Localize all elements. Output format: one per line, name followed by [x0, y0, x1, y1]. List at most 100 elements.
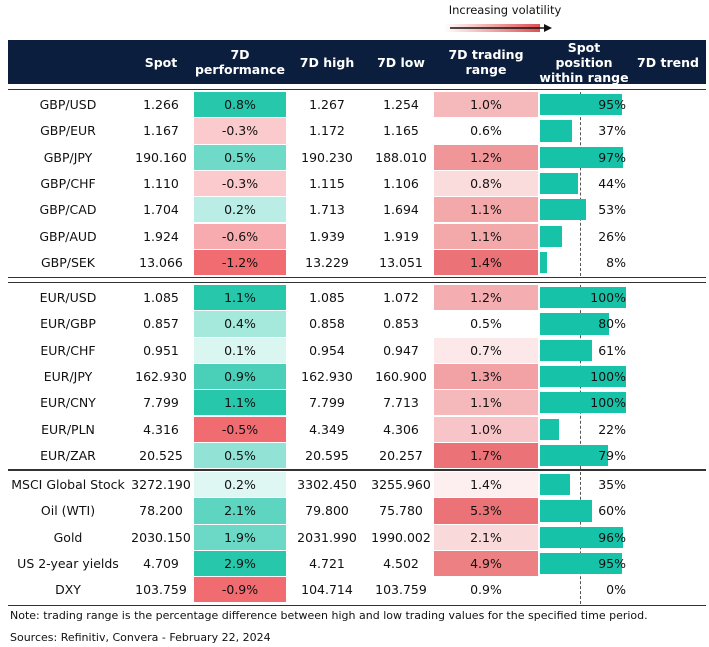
note: Note: trading range is the percentage di…: [10, 609, 648, 622]
range-cell: 0.5%: [470, 316, 502, 332]
position-label: 100%: [590, 290, 626, 306]
spot: 103.759: [135, 582, 187, 598]
high: 1.085: [309, 290, 345, 306]
spot: 1.924: [143, 228, 179, 244]
spot: 1.704: [143, 202, 179, 218]
high: 7.799: [309, 395, 345, 411]
column-header: 7D low: [377, 54, 425, 70]
low: 0.947: [383, 342, 419, 358]
row-name: GBP/USD: [39, 97, 97, 113]
high: 2031.990: [297, 529, 357, 545]
range-divider: [580, 92, 581, 277]
group-rule: [8, 282, 706, 283]
position-label: 26%: [598, 228, 626, 244]
spot: 2030.150: [131, 529, 191, 545]
performance-cell: 0.8%: [194, 92, 286, 118]
low: 1.254: [383, 97, 419, 113]
spot: 190.160: [135, 149, 187, 165]
position-label: 44%: [598, 176, 626, 192]
header-bar: [8, 40, 706, 84]
position-label: 22%: [598, 421, 626, 437]
range-cell: 1.4%: [434, 472, 538, 498]
position-bar: [540, 500, 592, 522]
row-name: Oil (WTI): [40, 503, 96, 519]
position-label: 95%: [598, 97, 626, 113]
performance-cell: 0.5%: [194, 442, 286, 469]
spot: 7.799: [143, 395, 179, 411]
note: Sources: Refinitiv, Convera - February 2…: [10, 631, 271, 644]
high: 79.800: [305, 503, 349, 519]
position-label: 79%: [598, 447, 626, 463]
low: 75.780: [379, 503, 423, 519]
spot: 1.085: [143, 290, 179, 306]
position-label: 35%: [598, 477, 626, 493]
position-label: 53%: [598, 202, 626, 218]
performance-cell: 2.9%: [194, 550, 286, 577]
position-bar: [540, 120, 572, 142]
range-cell: 1.4%: [434, 249, 538, 276]
range-cell: 1.1%: [434, 390, 538, 416]
performance-cell: -1.2%: [194, 249, 286, 276]
high: 104.714: [301, 582, 353, 598]
position-label: 0%: [606, 582, 626, 598]
high: 20.595: [305, 447, 349, 463]
spot: 1.110: [143, 176, 179, 192]
performance-cell: -0.3%: [194, 118, 286, 144]
column-header: 7D high: [299, 54, 355, 70]
performance-cell: -0.6%: [194, 223, 286, 249]
performance-cell: 2.1%: [194, 498, 286, 524]
low: 1.106: [383, 176, 419, 192]
performance-cell: 1.9%: [194, 524, 286, 550]
range-cell: 1.0%: [434, 92, 538, 118]
performance-cell: -0.3%: [194, 170, 286, 197]
column-header: 7D performance: [194, 47, 286, 77]
high: 162.930: [301, 369, 353, 385]
range-cell: 4.9%: [434, 550, 538, 577]
row-name: EUR/CHF: [40, 342, 96, 358]
spot: 4.316: [143, 421, 179, 437]
high: 13.229: [305, 254, 349, 270]
performance-cell: 0.5%: [194, 144, 286, 170]
low: 1.165: [383, 123, 419, 139]
low: 13.051: [379, 254, 423, 270]
row-name: EUR/PLN: [41, 421, 95, 437]
range-cell: 5.3%: [434, 498, 538, 524]
column-header: 7D trading range: [448, 47, 524, 77]
spot: 20.525: [139, 447, 183, 463]
position-bar: [540, 225, 563, 247]
position-bar: [540, 552, 622, 575]
performance-cell: 0.2%: [194, 472, 286, 498]
row-name: EUR/JPY: [43, 369, 93, 385]
low: 1.072: [383, 290, 419, 306]
position-bar: [540, 526, 623, 548]
performance-cell: 0.1%: [194, 337, 286, 363]
performance-cell: -0.9%: [194, 577, 286, 603]
column-header: Spot position within range: [539, 39, 629, 85]
high: 1.172: [309, 123, 345, 139]
position-label: 8%: [606, 254, 626, 270]
range-cell: 1.3%: [434, 363, 538, 390]
range-cell: 0.6%: [470, 123, 502, 139]
performance-cell: 0.4%: [194, 311, 286, 337]
low: 188.010: [375, 149, 427, 165]
low: 0.853: [383, 316, 419, 332]
high: 4.721: [309, 556, 345, 572]
high: 3302.450: [297, 477, 357, 493]
range-cell: 1.2%: [434, 285, 538, 311]
position-bar: [540, 313, 609, 335]
row-name: GBP/AUD: [39, 228, 97, 244]
high: 4.349: [309, 421, 345, 437]
column-header: Spot: [144, 54, 178, 70]
position-label: 100%: [590, 369, 626, 385]
performance-cell: 0.2%: [194, 197, 286, 223]
spot: 0.951: [143, 342, 179, 358]
legend-arrow: [444, 24, 552, 32]
high: 0.954: [309, 342, 345, 358]
position-bar: [540, 146, 624, 168]
group-rule: [8, 469, 706, 470]
spot: 0.857: [143, 316, 179, 332]
range-cell: 1.7%: [434, 442, 538, 469]
position-label: 60%: [598, 503, 626, 519]
row-name: GBP/JPY: [43, 149, 93, 165]
